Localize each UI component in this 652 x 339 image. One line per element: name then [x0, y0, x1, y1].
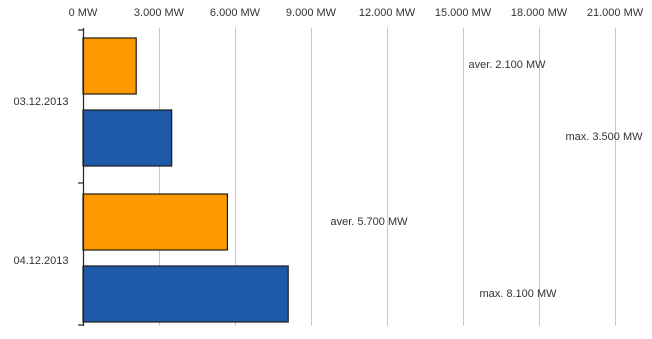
- category-labels: 03.12.2013 04.12.2013: [13, 96, 68, 267]
- bar-aver-03.12.2013: [82, 37, 137, 95]
- x-tick-label: 18.000 MW: [511, 7, 568, 19]
- data-labels: aver. 2.100 MW max. 3.500 MW aver. 5.700 M…: [330, 59, 643, 300]
- data-label-max: max. 8.100 MW: [479, 288, 557, 300]
- x-tick-label: 3.000 MW: [134, 7, 185, 19]
- data-label-aver: aver. 5.700 MW: [330, 216, 408, 228]
- x-tick-label: 12.000 MW: [359, 7, 416, 19]
- category-label: 03.12.2013: [13, 96, 68, 108]
- category-label: 04.12.2013: [13, 255, 68, 267]
- y-axis: [78, 28, 85, 326]
- bar-max-03.12.2013: [82, 109, 173, 167]
- grid-lines: [159, 28, 616, 326]
- data-label-aver: aver. 2.100 MW: [468, 59, 546, 71]
- data-label-max: max. 3.500 MW: [565, 131, 643, 143]
- x-tick-label: 9.000 MW: [286, 7, 337, 19]
- bar-max-04.12.2013: [82, 265, 289, 323]
- bars: [82, 37, 289, 323]
- x-tick-label: 15.000 MW: [435, 7, 492, 19]
- x-tick-label: 6.000 MW: [210, 7, 261, 19]
- bar-aver-04.12.2013: [82, 193, 228, 251]
- x-axis-ticks: 0 MW 3.000 MW 6.000 MW 9.000 MW 12.000 MW 15.…: [69, 7, 644, 19]
- x-tick-label: 21.000 MW: [587, 7, 644, 19]
- x-tick-label: 0 MW: [69, 7, 98, 19]
